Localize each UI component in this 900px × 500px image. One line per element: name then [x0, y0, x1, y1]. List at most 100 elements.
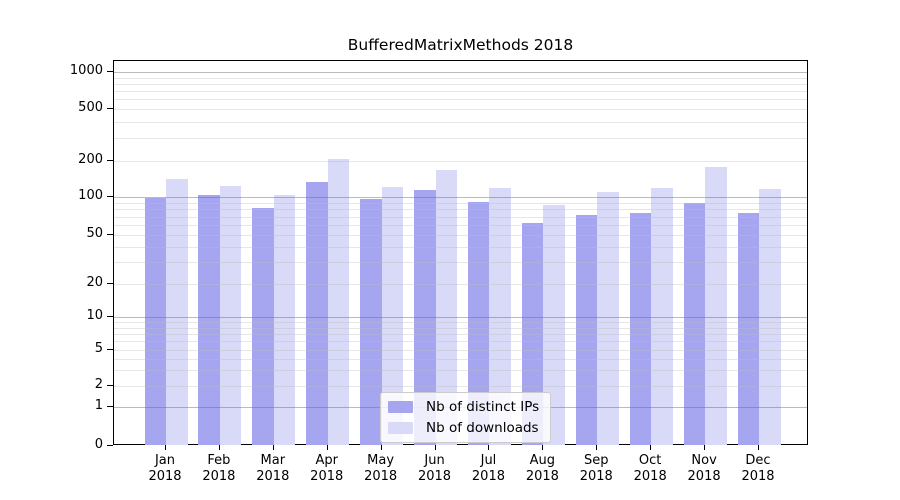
bar-downloads-jun: [435, 169, 458, 445]
x-tick-jan: [165, 445, 166, 450]
x-tick-label-jan: Jan 2018: [148, 453, 182, 484]
gridline-minor-2: [114, 386, 807, 387]
x-tick-nov: [704, 445, 706, 450]
y-tick-1: [107, 406, 113, 407]
plot-area: Nb of distinct IPs Nb of downloads: [113, 60, 808, 445]
y-tick-label-10: 10: [86, 308, 103, 323]
gridline-minor-8: [114, 327, 807, 329]
gridline-major-10: [114, 317, 807, 318]
gridline-minor-400: [114, 121, 807, 123]
gridline-minor-7: [114, 333, 807, 335]
y-tick-50: [107, 234, 113, 235]
gridline-minor-600: [114, 99, 807, 101]
gridline-major-1000: [114, 72, 807, 73]
x-tick-label-may: May 2018: [364, 453, 398, 484]
x-tick-label-oct: Oct 2018: [633, 453, 667, 484]
legend-swatch-downloads-icon: [388, 422, 413, 434]
x-tick-sep: [596, 445, 598, 450]
bar-distinct-ips-dec: [737, 212, 759, 445]
x-tick-label-apr: Apr 2018: [310, 453, 344, 484]
y-tick-label-500: 500: [78, 100, 103, 115]
y-tick-100: [107, 196, 113, 197]
x-tick-label-jul: Jul 2018: [471, 453, 505, 484]
y-tick-label-20: 20: [86, 275, 103, 290]
gridline-minor-20: [114, 284, 807, 285]
bar-distinct-ips-aug: [521, 223, 544, 445]
y-tick-label-200: 200: [78, 152, 103, 167]
bar-downloads-mar: [273, 195, 296, 445]
gridline-minor-40: [114, 246, 807, 248]
gridline-minor-60: [114, 225, 807, 226]
x-tick-aug: [542, 445, 544, 450]
y-tick-200: [107, 160, 113, 161]
gridline-minor-4: [114, 358, 807, 360]
bar-distinct-ips-may: [360, 199, 382, 445]
y-tick-5: [107, 349, 113, 350]
gridline-minor-5: [114, 350, 807, 351]
bar-distinct-ips-sep: [575, 215, 598, 445]
x-tick-may: [380, 445, 382, 450]
bar-downloads-may: [381, 187, 404, 445]
bar-distinct-ips-jun: [414, 190, 436, 445]
bar-downloads-feb: [219, 186, 242, 445]
y-tick-500: [107, 108, 113, 109]
x-tick-label-nov: Nov 2018: [687, 453, 721, 484]
x-tick-label-dec: Dec 2018: [741, 453, 775, 484]
y-tick-0: [107, 445, 113, 446]
bar-downloads-nov: [705, 167, 727, 445]
legend-label-distinct-ips: Nb of distinct IPs: [426, 399, 540, 415]
gridline-minor-300: [114, 137, 807, 139]
legend: Nb of distinct IPs Nb of downloads: [380, 392, 552, 443]
bar-downloads-jan: [166, 179, 188, 445]
gridline-minor-500: [114, 109, 807, 110]
bar-downloads-sep: [597, 192, 619, 445]
bar-downloads-dec: [759, 188, 781, 445]
y-tick-label-5: 5: [94, 341, 103, 356]
y-tick-1000: [107, 71, 113, 72]
legend-swatch-distinct-ips-icon: [388, 401, 413, 413]
y-tick-label-1000: 1000: [69, 63, 103, 78]
gridline-minor-9: [114, 322, 807, 324]
y-tick-2: [107, 385, 113, 386]
gridline-minor-800: [114, 83, 807, 85]
x-tick-apr: [326, 445, 328, 450]
legend-entry-downloads: Nb of downloads: [388, 420, 539, 436]
x-tick-label-sep: Sep 2018: [579, 453, 613, 484]
gridline-minor-3: [114, 370, 807, 372]
bar-distinct-ips-jul: [467, 202, 490, 445]
gridline-minor-200: [114, 161, 807, 162]
bar-downloads-aug: [543, 205, 565, 445]
x-tick-label-aug: Aug 2018: [525, 453, 559, 484]
x-tick-mar: [272, 445, 274, 450]
y-tick-label-0: 0: [94, 437, 103, 452]
bar-distinct-ips-mar: [252, 207, 274, 445]
gridline-minor-90: [114, 202, 807, 204]
bar-downloads-apr: [327, 158, 350, 445]
x-tick-jul: [488, 445, 490, 450]
gridline-minor-700: [114, 91, 807, 93]
y-tick-20: [107, 283, 113, 284]
y-tick-label-100: 100: [78, 188, 103, 203]
x-tick-oct: [650, 445, 652, 450]
x-tick-feb: [218, 445, 220, 450]
gridline-minor-70: [114, 216, 807, 218]
legend-entry-distinct-ips: Nb of distinct IPs: [388, 399, 539, 415]
gridline-minor-80: [114, 209, 807, 211]
legend-label-downloads: Nb of downloads: [426, 420, 539, 436]
gridline-minor-6: [114, 341, 807, 343]
bar-distinct-ips-feb: [198, 195, 220, 445]
gridline-minor-30: [114, 262, 807, 264]
y-tick-label-1: 1: [94, 398, 103, 413]
bar-distinct-ips-jan: [144, 198, 166, 445]
x-tick-label-jun: Jun 2018: [417, 453, 452, 484]
x-tick-label-mar: Mar 2018: [256, 453, 290, 484]
gridline-minor-900: [114, 77, 807, 79]
y-tick-label-50: 50: [86, 226, 103, 241]
x-tick-dec: [758, 445, 759, 450]
bar-downloads-jul: [489, 187, 511, 445]
bar-distinct-ips-nov: [683, 202, 706, 445]
x-tick-jun: [434, 445, 436, 450]
x-tick-label-feb: Feb 2018: [202, 453, 236, 484]
y-tick-label-2: 2: [94, 377, 103, 392]
